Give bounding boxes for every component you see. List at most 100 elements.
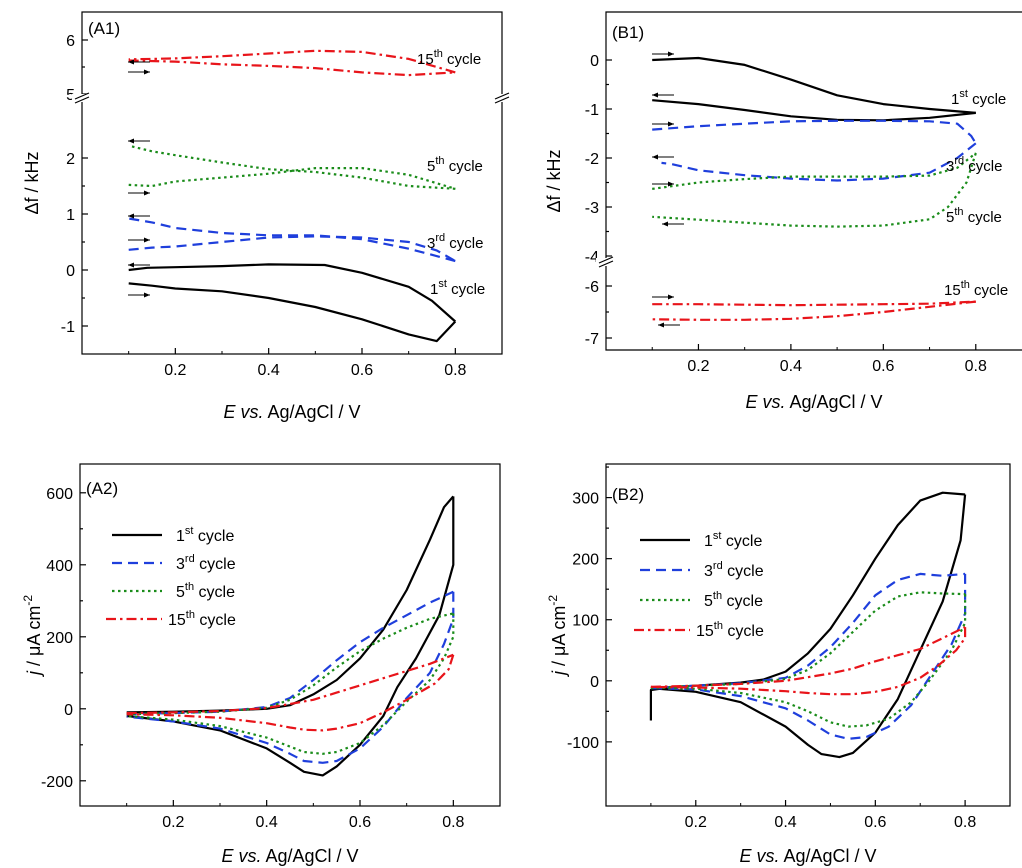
y-tick-label: -200 xyxy=(41,774,73,791)
cycle-word: cycle xyxy=(970,282,1008,299)
x-axis-title-italic: E vs. xyxy=(745,392,785,412)
legend-cycle-suffix: th xyxy=(713,590,722,602)
axis-break-mark xyxy=(598,256,614,264)
series-line-cycle1-reverse xyxy=(128,263,457,323)
x-tick-label: 0.8 xyxy=(954,814,976,831)
cycle-suffix: th xyxy=(435,155,444,167)
cycle-suffix: st xyxy=(959,88,968,100)
scan-direction-arrowhead xyxy=(128,138,134,144)
x-axis-title-italic: E vs. xyxy=(221,846,261,866)
x-tick-label: 0.2 xyxy=(162,814,184,831)
y-axis-title: j / μA cm-2 xyxy=(21,595,44,678)
cycle-word: cycle xyxy=(968,91,1006,108)
y-tick-label: 2 xyxy=(66,151,75,168)
scan-direction-arrowhead xyxy=(668,181,674,187)
x-tick-label: 0.2 xyxy=(687,358,709,375)
plot-frame xyxy=(81,11,503,355)
legend-cycle-word: cycle xyxy=(195,612,236,629)
series-line-cycle1-forward xyxy=(128,282,457,343)
series-line-cycle3-cathodic xyxy=(126,591,455,764)
series-line-cycle15-cathodic xyxy=(650,627,967,696)
scan-direction-arrowhead xyxy=(128,59,134,65)
cycle-number: 5 xyxy=(946,209,954,226)
series-line-cycle3-reverse xyxy=(661,142,977,182)
x-axis-title: E vs. Ag/AgCl / V xyxy=(221,846,358,866)
y-tick-label: 0 xyxy=(590,674,599,691)
panel-label: (B2) xyxy=(612,485,644,504)
x-axis-title-italic: E vs. xyxy=(739,846,779,866)
series-line-cycle1-reverse xyxy=(652,99,976,122)
x-axis-title-italic: E vs. xyxy=(223,402,263,422)
series-line-cycle1-cathodic xyxy=(126,496,455,777)
x-tick-label: 0.2 xyxy=(164,362,186,379)
legend-cycle-word: cycle xyxy=(193,528,234,545)
scan-direction-arrowhead xyxy=(144,69,150,75)
legend-cycle-number: 3 xyxy=(704,563,713,580)
y-axis-title-exponent: -2 xyxy=(546,595,560,606)
y-tick-label: 0 xyxy=(590,53,599,70)
y-tick-label: -1 xyxy=(585,102,599,119)
y-tick-label: -6 xyxy=(585,279,599,296)
legend-cycle-suffix: th xyxy=(186,609,195,621)
scan-direction-arrowhead xyxy=(144,292,150,298)
panel-b2: 0.2 0.4 0.6 0.8 E vs. Ag/AgCl / V -100 0 100 200… xyxy=(546,463,1011,866)
y-axis-title-symbol: j xyxy=(24,670,44,678)
series-line-cycle3-forward xyxy=(652,119,977,144)
legend-cycle-word: cycle xyxy=(722,593,763,610)
y-tick-label: 600 xyxy=(46,486,73,503)
x-axis-title-rest: Ag/AgCl / V xyxy=(261,846,358,866)
legend-cycle-suffix: rd xyxy=(185,553,195,565)
scan-direction-arrowhead xyxy=(128,213,134,219)
scan-direction-arrowhead xyxy=(652,154,658,160)
legend-label-cycle3: 3rd cycle xyxy=(176,553,236,573)
legend-cycle-suffix: th xyxy=(714,620,723,632)
y-tick-label: 400 xyxy=(46,558,73,575)
x-axis-title-rest: Ag/AgCl / V xyxy=(779,846,876,866)
panel-label: (A2) xyxy=(86,479,118,498)
y-tick-label: 5 xyxy=(66,87,75,104)
legend-cycle-number: 15 xyxy=(696,623,714,640)
cycle-word: cycle xyxy=(964,158,1002,175)
cycle-word: cycle xyxy=(445,158,483,175)
x-tick-label: 0.6 xyxy=(864,814,886,831)
cycle-number: 3 xyxy=(946,158,954,175)
scan-direction-arrowhead xyxy=(128,262,134,268)
y-tick-label: 200 xyxy=(46,630,73,647)
legend-cycle-word: cycle xyxy=(723,563,764,580)
plot-frame xyxy=(79,463,501,807)
x-axis-title: E vs. Ag/AgCl / V xyxy=(745,392,882,412)
cycle-annotation: 1st cycle xyxy=(430,278,485,298)
cycle-word: cycle xyxy=(443,51,481,68)
y-tick-label: -100 xyxy=(567,735,599,752)
legend-cycle-number: 5 xyxy=(176,584,185,601)
legend-cycle-number: 1 xyxy=(176,528,185,545)
legend-cycle-suffix: th xyxy=(185,581,194,593)
scan-direction-arrowhead xyxy=(662,221,668,227)
legend-label-cycle3: 3rd cycle xyxy=(704,560,764,580)
cycle-annotation: 1st cycle xyxy=(951,88,1006,108)
series-line-cycle15-forward xyxy=(652,300,976,307)
cycle-number: 1 xyxy=(430,281,438,298)
cycle-suffix: th xyxy=(434,48,443,60)
x-axis-title-rest: Ag/AgCl / V xyxy=(263,402,360,422)
plot-frame xyxy=(605,11,1022,351)
cycle-suffix: th xyxy=(961,279,970,291)
y-tick-label: -7 xyxy=(585,331,599,348)
x-tick-label: 0.6 xyxy=(872,358,894,375)
y-axis-title-unit: / μA cm xyxy=(549,606,569,671)
plot-frame xyxy=(605,463,1011,807)
series-line-cycle5-anodic xyxy=(650,591,966,690)
series-line-cycle3-reverse xyxy=(128,217,456,263)
x-tick-label: 0.8 xyxy=(965,358,987,375)
series-line-cycle5-forward xyxy=(128,167,456,190)
y-tick-label: -2 xyxy=(585,151,599,168)
panel-label: (A1) xyxy=(88,19,120,38)
cycle-suffix: th xyxy=(954,206,963,218)
panel-a1: 0.2 0.4 0.6 0.8 E vs. Ag/AgCl / V -1 0 1 2 5 6 (A1)… xyxy=(22,11,512,422)
y-tick-label: 100 xyxy=(572,613,599,630)
axis-break-gap xyxy=(492,94,512,102)
legend-cycle-number: 1 xyxy=(704,533,713,550)
y-tick-label: -1 xyxy=(61,319,75,336)
